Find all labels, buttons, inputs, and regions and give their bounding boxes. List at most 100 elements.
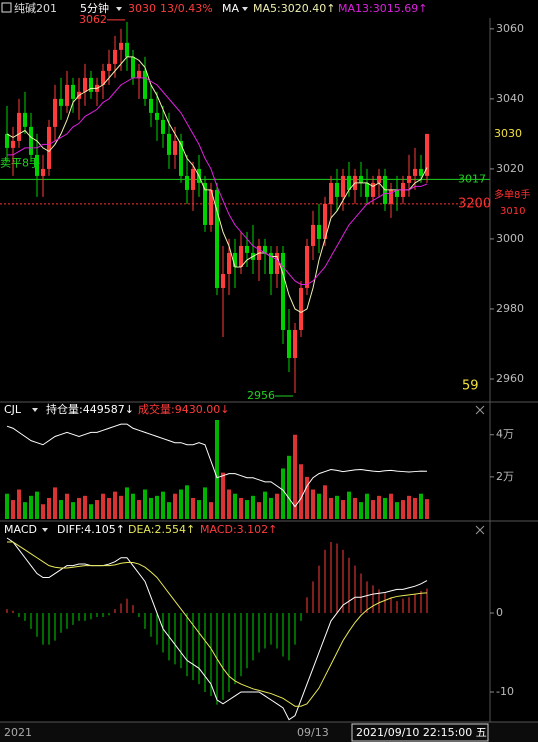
volume-bar [401,500,405,519]
dropdown[interactable] [42,528,48,532]
volume-bar [395,502,399,519]
volume-bar [119,495,123,519]
candle-body [5,133,9,148]
volume-bar [53,487,57,519]
volume-bar [35,491,39,519]
candle-body [101,70,105,85]
candle-body [335,182,339,197]
volume-bar [425,499,429,519]
candle-body [23,112,27,127]
candle-body [41,168,45,176]
candle-body [203,182,207,225]
candle-body [185,175,189,190]
candle-body [365,182,369,197]
low-label: 2956 [247,389,275,402]
volume-bar [227,489,231,519]
candle-body [35,154,39,176]
change: 13/0.43% [160,2,213,15]
dropdown[interactable] [116,7,122,11]
y-tick-label: 2980 [496,302,524,315]
time-box [351,723,489,742]
candle-body [227,252,231,274]
macd-label: MACD:3.102↑ [200,523,277,536]
volume-bar [161,491,165,519]
volume-bar [323,485,327,519]
volume-bar [215,420,219,519]
period[interactable]: 5分钟 [80,1,109,15]
volume-bar [77,497,81,519]
candle-body [419,168,423,176]
volume-bar [131,493,135,519]
candle-body [275,252,279,274]
candle-body [143,70,147,99]
y-tick-label: 2万 [496,470,514,483]
y-tick-label: -10 [496,685,514,698]
indicator[interactable]: MA [222,2,239,15]
y-tick-label: 3040 [496,92,524,105]
volume-bar [203,487,207,519]
candle-body [107,63,111,71]
y-tick-label: 0 [496,606,503,619]
candle-body [161,119,165,134]
candle-body [119,42,123,50]
candle-body [359,175,363,183]
dropdown[interactable] [32,408,38,412]
y-tick-label: 3000 [496,232,524,245]
candle-body [389,189,393,204]
candle-body [155,112,159,120]
candle-body [209,189,213,225]
y-tick-label: 2960 [496,372,524,385]
candle-body [245,245,249,253]
line-note: 多单8手 [494,188,530,201]
close-icon[interactable] [475,525,485,535]
volume-bar [233,493,237,519]
series-line [6,537,428,721]
volume-bar [191,497,195,519]
volume-bar [17,489,21,519]
y-tick-label: 4万 [496,428,514,441]
candle-body [29,126,33,155]
volume-bar [317,493,321,519]
series-line [7,541,428,707]
candle-body [179,140,183,176]
ma13-label: MA13:3015.69↑ [338,2,427,15]
candle-body [89,77,93,92]
candle-body [293,329,297,358]
series-line [7,77,428,285]
footer-start: 2021 [4,726,32,739]
line-sublabel: 3010 [500,206,525,217]
volume-bar [347,491,351,519]
volume-bar [185,485,189,519]
volume-bar [263,491,267,519]
volume-bar [155,495,159,519]
y-tick-label: 3020 [496,162,524,175]
volume-bar [149,497,153,519]
volume-bar [65,493,69,519]
line-label: 3200 [458,196,491,211]
dropdown[interactable] [242,7,248,11]
volume-bar [365,493,369,519]
volume-bar [371,500,375,519]
price: 3030 [128,2,156,15]
footer-time: 2021/09/10 22:15:00 五 [356,726,487,739]
candle-body [347,175,351,190]
volume-bar [281,468,285,519]
candle-body [167,133,171,155]
candle-body [371,182,375,197]
volume-bar [419,493,423,519]
volume-bar [413,497,417,519]
candle-body [329,182,333,204]
volume-bar [47,497,51,519]
candle-body [263,245,267,253]
menu-icon[interactable] [1,2,12,13]
volume-bar [59,500,63,519]
footer [0,722,538,742]
candle-body [215,189,219,288]
candle-body [413,168,417,176]
candle-body [137,70,141,78]
volume-bar [287,455,291,519]
close-icon[interactable] [475,405,485,415]
volume-bar [257,502,261,519]
candle-body [131,56,135,78]
open-interest-label: 持仓量:449587↓ [46,402,134,416]
